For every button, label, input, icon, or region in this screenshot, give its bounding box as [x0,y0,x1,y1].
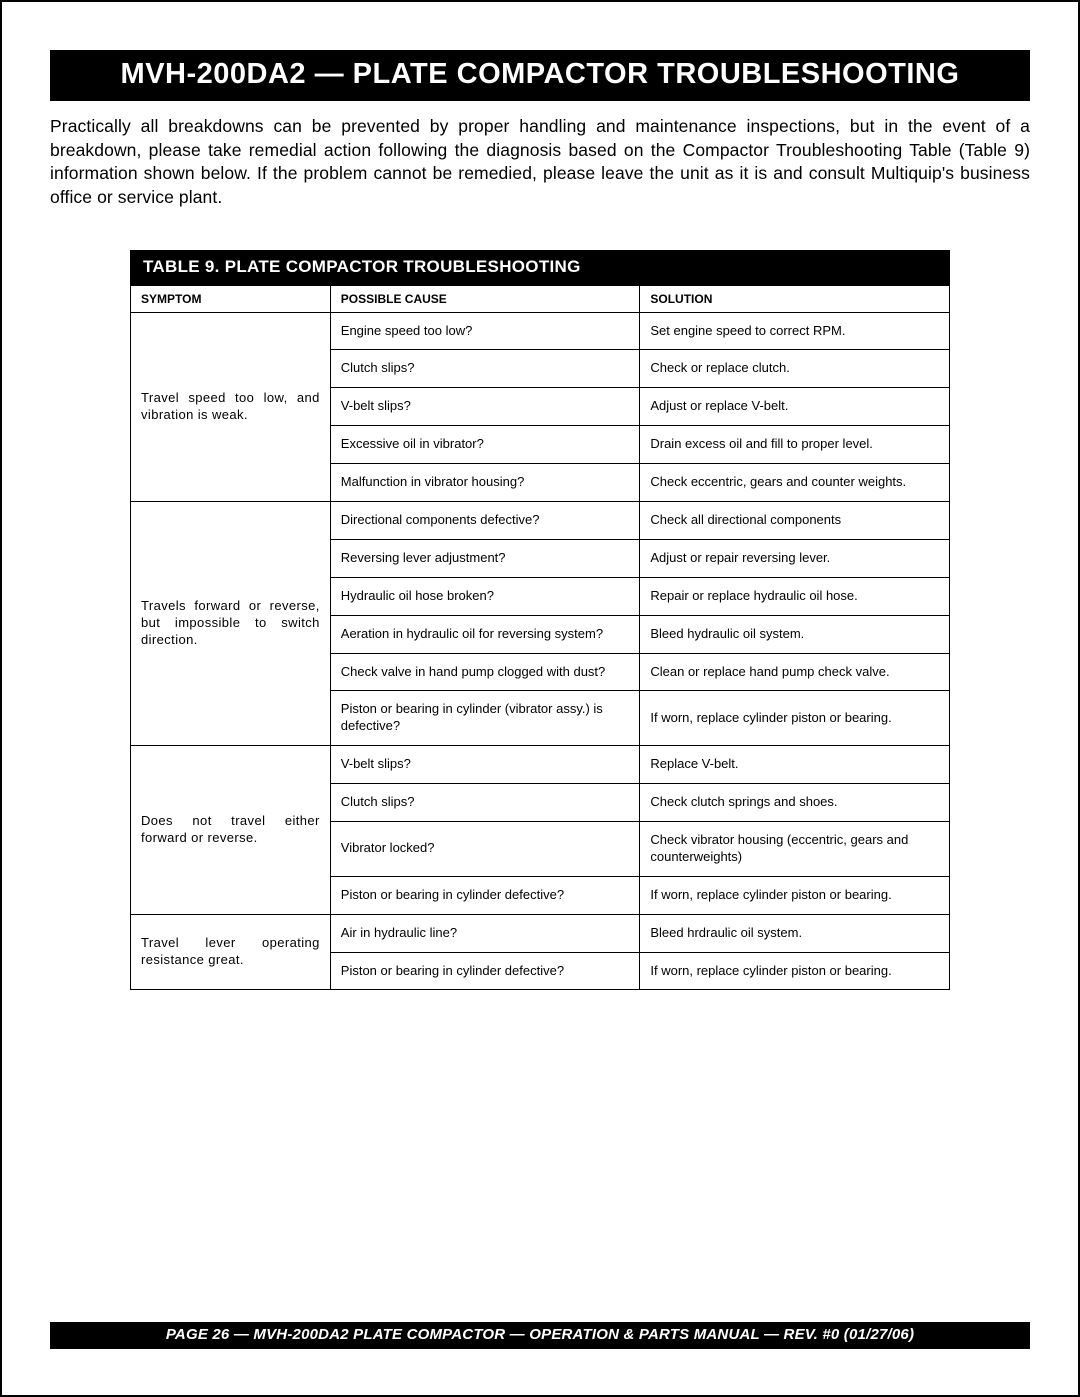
cause-cell: Aeration in hydraulic oil for reversing … [330,615,640,653]
col-header-symptom: SYMPTOM [131,285,331,312]
solution-cell: Clean or replace hand pump check valve. [640,653,950,691]
cause-cell: Malfunction in vibrator housing? [330,464,640,502]
table-title: TABLE 9. PLATE COMPACTOR TROUBLESHOOTING [130,250,950,285]
table-row: Travels forward or reverse, but impossib… [131,501,950,539]
solution-cell: Check all directional components [640,501,950,539]
table-row: Travel speed too low, and vibration is w… [131,312,950,350]
solution-cell: Adjust or repair reversing lever. [640,539,950,577]
cause-cell: Engine speed too low? [330,312,640,350]
table-row: Travel lever operating resistance great.… [131,914,950,952]
cause-cell: Reversing lever adjustment? [330,539,640,577]
solution-cell: If worn, replace cylinder piston or bear… [640,876,950,914]
cause-cell: Air in hydraulic line? [330,914,640,952]
troubleshooting-table: SYMPTOM POSSIBLE CAUSE SOLUTION Travel s… [130,285,950,991]
symptom-cell: Travel speed too low, and vibration is w… [131,312,331,501]
solution-cell: Adjust or replace V-belt. [640,388,950,426]
cause-cell: Vibrator locked? [330,821,640,876]
col-header-solution: SOLUTION [640,285,950,312]
cause-cell: Piston or bearing in cylinder defective? [330,952,640,990]
page-title-bar: MVH-200DA2 — PLATE COMPACTOR TROUBLESHOO… [50,50,1030,101]
solution-cell: Bleed hydraulic oil system. [640,615,950,653]
solution-cell: Drain excess oil and fill to proper leve… [640,426,950,464]
solution-cell: Check or replace clutch. [640,350,950,388]
table-row: Does not travel either forward or revers… [131,746,950,784]
cause-cell: Clutch slips? [330,784,640,822]
solution-cell: Bleed hrdraulic oil system. [640,914,950,952]
solution-cell: Repair or replace hydraulic oil hose. [640,577,950,615]
cause-cell: Hydraulic oil hose broken? [330,577,640,615]
cause-cell: Clutch slips? [330,350,640,388]
cause-cell: V-belt slips? [330,746,640,784]
solution-cell: Replace V-belt. [640,746,950,784]
symptom-cell: Travel lever operating resistance great. [131,914,331,990]
cause-cell: Check valve in hand pump clogged with du… [330,653,640,691]
page: MVH-200DA2 — PLATE COMPACTOR TROUBLESHOO… [0,0,1080,1397]
cause-cell: V-belt slips? [330,388,640,426]
cause-cell: Piston or bearing in cylinder (vibrator … [330,691,640,746]
symptom-cell: Does not travel either forward or revers… [131,746,331,914]
col-header-cause: POSSIBLE CAUSE [330,285,640,312]
solution-cell: Check vibrator housing (eccentric, gears… [640,821,950,876]
solution-cell: If worn, replace cylinder piston or bear… [640,952,950,990]
cause-cell: Piston or bearing in cylinder defective? [330,876,640,914]
cause-cell: Excessive oil in vibrator? [330,426,640,464]
solution-cell: Check clutch springs and shoes. [640,784,950,822]
solution-cell: Set engine speed to correct RPM. [640,312,950,350]
symptom-cell: Travels forward or reverse, but impossib… [131,501,331,745]
solution-cell: Check eccentric, gears and counter weigh… [640,464,950,502]
cause-cell: Directional components defective? [330,501,640,539]
troubleshooting-table-wrap: TABLE 9. PLATE COMPACTOR TROUBLESHOOTING… [130,250,950,991]
page-footer-bar: PAGE 26 — MVH-200DA2 PLATE COMPACTOR — O… [50,1322,1030,1349]
solution-cell: If worn, replace cylinder piston or bear… [640,691,950,746]
intro-paragraph: Practically all breakdowns can be preven… [50,115,1030,210]
table-header-row: SYMPTOM POSSIBLE CAUSE SOLUTION [131,285,950,312]
